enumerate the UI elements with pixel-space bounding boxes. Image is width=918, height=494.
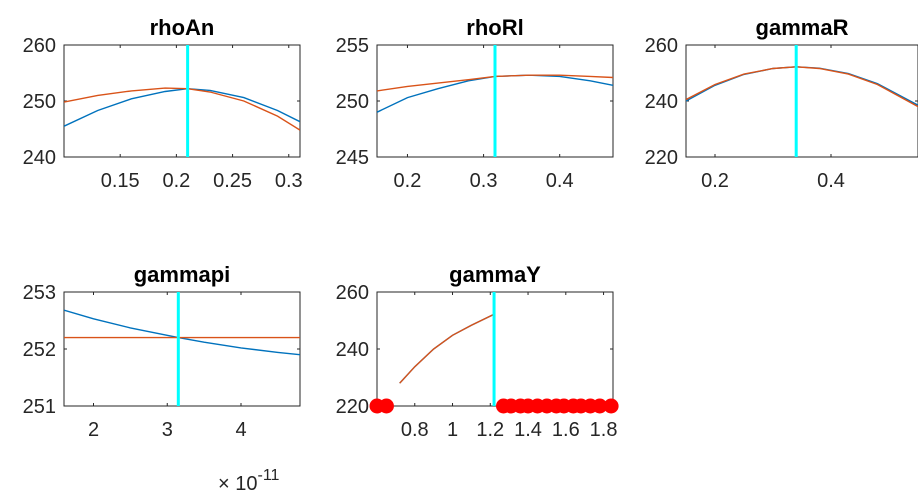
x-tick-label: 2 [88, 419, 99, 441]
x-tick-label: 1 [447, 419, 458, 441]
x-tick-label: 0.4 [817, 170, 845, 192]
subplot-title: rhoRl [466, 15, 523, 40]
y-tick-label: 252 [23, 339, 56, 361]
x-tick-label: 0.3 [275, 170, 303, 192]
x-tick-label: 1.8 [590, 419, 618, 441]
subplot-gammaY: gammaY 220 240 260 0.8 1 1.2 1.4 1.6 1.8 [336, 262, 619, 441]
y-tick-label: 260 [23, 35, 56, 57]
subplot-title: gammaY [449, 262, 541, 287]
series-line-2 [399, 313, 495, 384]
axes-box [685, 44, 918, 158]
y-tick-label: 251 [23, 396, 56, 418]
x-tick-label: 1.4 [514, 419, 542, 441]
x-tick-label: 0.25 [213, 170, 252, 192]
axes-box [63, 291, 301, 407]
subplot-title: gammaR [756, 15, 849, 40]
subplot-title: rhoAn [150, 15, 215, 40]
subplot-title: gammapi [134, 262, 231, 287]
subplot-rhoRl: rhoRl 245 250 255 0.2 0.3 0.4 [336, 15, 614, 192]
x-tick-label: 1.2 [476, 419, 504, 441]
marker-point [378, 398, 394, 414]
y-tick-label: 240 [336, 339, 369, 361]
y-tick-label: 250 [336, 91, 369, 113]
y-tick-label: 260 [645, 35, 678, 57]
y-tick-label: 240 [23, 147, 56, 169]
y-tick-label: 253 [23, 282, 56, 304]
subplot-gammapi: gammapi 251 252 253 2 3 4 × 10-11 [23, 262, 301, 494]
x-tick-label: 0.2 [701, 170, 729, 192]
marker-point [603, 398, 619, 414]
subplot-rhoAn: rhoAn 240 250 260 0.15 0.2 0.25 0.3 [23, 15, 303, 192]
x-tick-label: 0.8 [401, 419, 429, 441]
y-tick-label: 245 [336, 147, 369, 169]
x-tick-label: 0.4 [546, 170, 574, 192]
x-tick-label: 3 [162, 419, 173, 441]
subplot-gammaR: gammaR 220 240 260 0.2 0.4 [645, 15, 918, 192]
x-tick-label: 0.15 [101, 170, 140, 192]
y-tick-label: 220 [336, 396, 369, 418]
y-tick-label: 220 [645, 147, 678, 169]
x-tick-label: 0.2 [394, 170, 422, 192]
x-tick-label: 1.6 [552, 419, 580, 441]
y-tick-label: 260 [336, 282, 369, 304]
x-tick-label: 4 [235, 419, 246, 441]
series-line-1 [64, 309, 300, 356]
x-tick-label: 0.3 [470, 170, 498, 192]
marker-point [592, 398, 608, 414]
x-tick-label: 0.2 [162, 170, 190, 192]
y-tick-label: 240 [645, 91, 678, 113]
y-tick-label: 250 [23, 91, 56, 113]
axes-box [63, 44, 301, 158]
y-tick-label: 255 [336, 35, 369, 57]
x-exponent-label: × 10-11 [218, 467, 280, 494]
